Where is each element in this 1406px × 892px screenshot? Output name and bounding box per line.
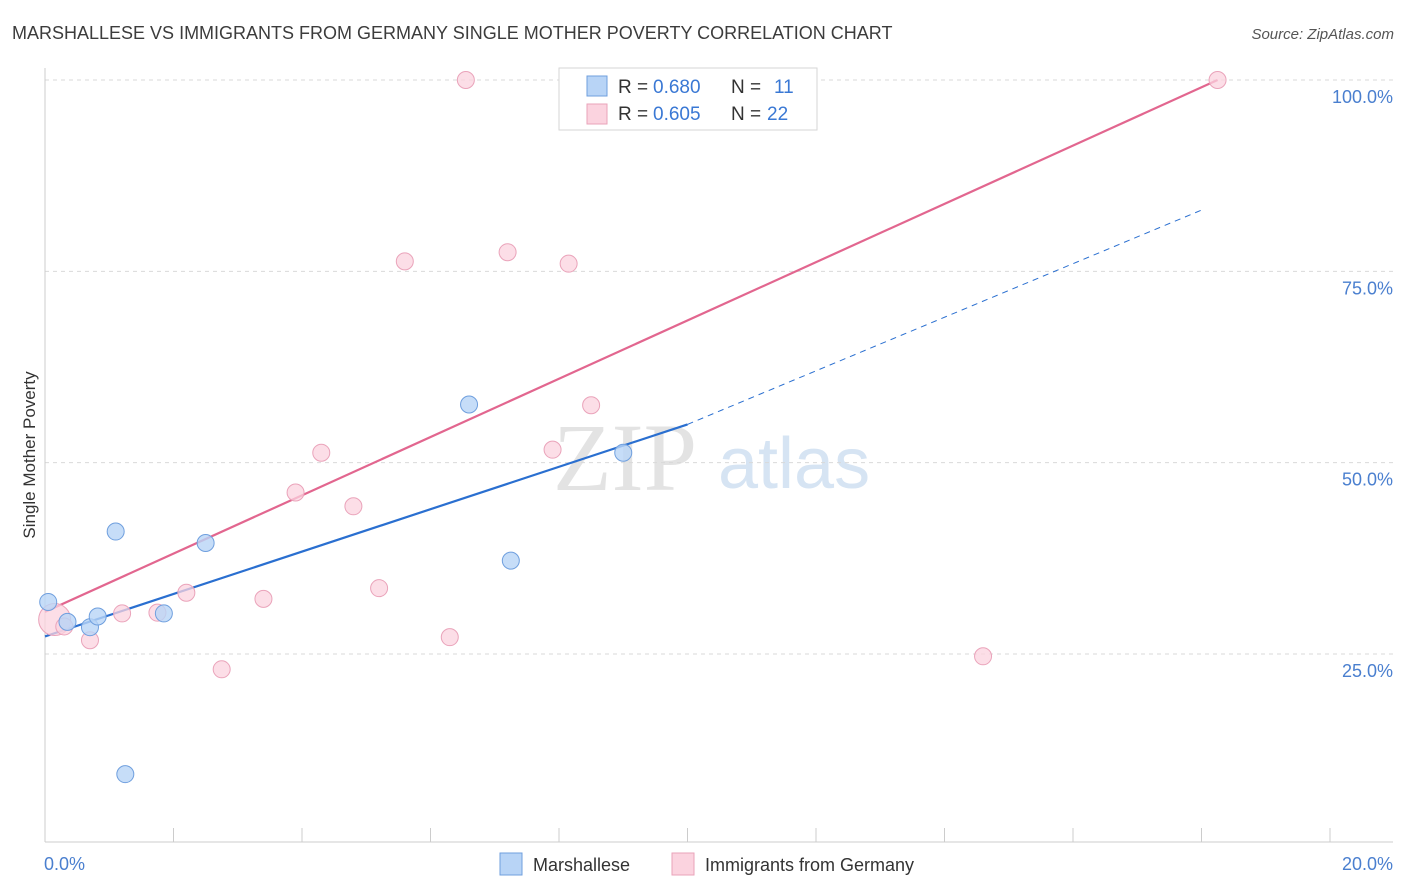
point-germany [113, 604, 132, 623]
point-germany [974, 647, 993, 666]
y-tick-label-100: 100.0% [1332, 87, 1393, 107]
point-germany [559, 254, 578, 273]
chart-title: MARSHALLESE VS IMMIGRANTS FROM GERMANY S… [12, 23, 892, 43]
legend-swatch-germany [586, 103, 608, 125]
chart-source: Source: ZipAtlas.com [1251, 26, 1394, 43]
point-marshallese [154, 604, 173, 623]
trend-line-germany [44, 78, 1219, 613]
y-tick-label-75: 75.0% [1342, 278, 1393, 298]
legend-n-label-1: N = [731, 77, 761, 98]
axes [44, 68, 1393, 843]
legend-swatch-marshallese [586, 75, 608, 97]
legend-n-value-2: 22 [767, 104, 788, 125]
point-germany [344, 497, 363, 516]
bottom-legend: Marshallese Immigrants from Germany [499, 852, 914, 876]
watermark-atlas: atlas [718, 424, 870, 504]
point-germany [395, 252, 414, 271]
legend-n-value-1: 11 [774, 77, 794, 98]
y-tick-labels: 25.0% 50.0% 75.0% 100.0% [1332, 87, 1393, 681]
bottom-legend-label-marshallese: Marshallese [533, 855, 630, 875]
point-germany [543, 440, 562, 459]
point-marshallese [88, 607, 107, 626]
trend-line-marshallese [44, 423, 688, 638]
grid-lines [45, 79, 1393, 655]
legend-box: R = 0.680 N = 11 R = 0.605 N = 22 [558, 67, 818, 131]
bottom-legend-swatch-germany [671, 852, 695, 876]
bottom-legend-swatch-marshallese [499, 852, 523, 876]
trend-line-marshallese-extension [687, 209, 1202, 425]
point-germany [177, 583, 196, 602]
x-tick-label-min: 0.0% [44, 854, 85, 874]
legend-r-value-2: 0.605 [653, 104, 701, 125]
point-marshallese [501, 551, 520, 570]
point-germany [254, 589, 273, 608]
legend-r-label-2: R = [618, 104, 648, 125]
point-germany [312, 443, 331, 462]
point-germany [212, 660, 231, 679]
data-points [38, 71, 1227, 784]
bottom-legend-label-germany: Immigrants from Germany [705, 855, 914, 875]
point-marshallese [614, 443, 633, 462]
y-tick-label-25: 25.0% [1342, 661, 1393, 681]
point-germany [582, 396, 601, 415]
y-axis-label: Single Mother Poverty [20, 371, 39, 539]
x-tick-label-max: 20.0% [1342, 854, 1393, 874]
point-marshallese [116, 765, 135, 784]
point-marshallese [39, 592, 58, 611]
point-marshallese [106, 522, 125, 541]
point-germany [370, 579, 389, 598]
trend-lines [44, 78, 1219, 638]
point-germany [498, 243, 517, 262]
legend-n-label-2: N = [731, 104, 761, 125]
point-marshallese [196, 534, 215, 553]
point-marshallese [58, 612, 77, 631]
point-germany [456, 71, 475, 89]
point-germany [286, 483, 305, 502]
legend-r-label-1: R = [618, 77, 648, 98]
legend-r-value-1: 0.680 [653, 77, 701, 98]
y-tick-label-50: 50.0% [1342, 470, 1393, 490]
point-germany [1208, 71, 1227, 89]
point-germany [440, 628, 459, 647]
point-marshallese [460, 395, 479, 414]
